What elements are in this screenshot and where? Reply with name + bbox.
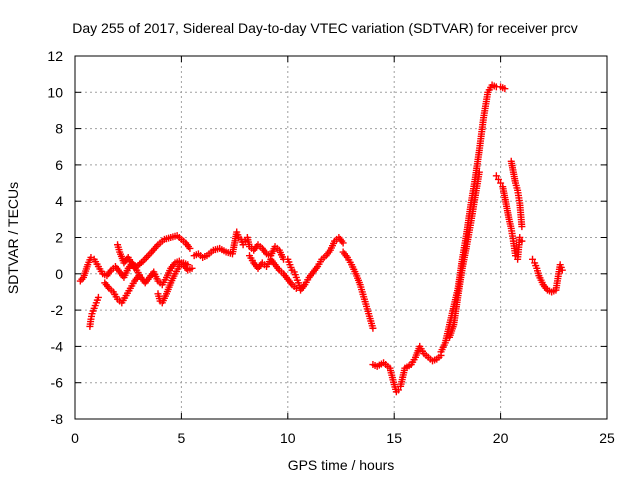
data-point — [239, 241, 247, 249]
data-point — [518, 223, 526, 231]
series-mid-upper — [114, 232, 194, 272]
data-point — [184, 261, 192, 269]
data-point — [501, 85, 509, 93]
data-point — [94, 293, 102, 301]
y-tick-label: 0 — [55, 266, 63, 282]
x-tick-label: 5 — [178, 430, 186, 446]
chart-title: Day 255 of 2017, Sidereal Day-to-day VTE… — [72, 20, 578, 36]
data-point — [186, 244, 194, 252]
data-point — [135, 272, 143, 280]
y-tick-label: -6 — [51, 375, 64, 391]
x-tick-label: 10 — [280, 430, 296, 446]
x-tick-label: 0 — [71, 430, 79, 446]
series-ten-hour-cluster — [284, 234, 347, 294]
y-tick-label: -2 — [51, 302, 64, 318]
data-point — [558, 266, 566, 274]
series-rise-lower — [446, 168, 483, 341]
series-trough — [369, 342, 445, 396]
series-plateau — [190, 228, 288, 263]
y-tick-label: -4 — [51, 338, 64, 354]
data-point — [369, 324, 377, 332]
y-tick-label: 4 — [55, 193, 63, 209]
series-plateau-lower — [245, 252, 300, 292]
data-point — [497, 179, 505, 187]
y-axis-label: SDTVAR / TECUs — [5, 182, 21, 294]
series-early-dip — [86, 293, 102, 330]
data-point — [188, 264, 196, 272]
data-point — [494, 175, 502, 183]
y-tick-label: 6 — [55, 157, 63, 173]
y-tick-label: -8 — [51, 411, 64, 427]
data-point — [475, 168, 483, 176]
x-tick-label: 25 — [599, 430, 615, 446]
data-marks — [76, 81, 566, 396]
data-point — [518, 237, 526, 245]
series-early-swing — [101, 272, 143, 307]
data-point — [529, 255, 537, 263]
axis-ticks: 0 5 10 15 20 25 -8 -6 -4 -2 0 2 4 6 8 10 12 — [47, 48, 615, 446]
y-tick-label: 10 — [47, 84, 63, 100]
series-tail — [529, 255, 566, 296]
series-twelve-decline — [339, 248, 377, 332]
y-tick-label: 2 — [55, 230, 63, 246]
series-post-peak — [492, 172, 526, 263]
x-axis-label: GPS time / hours — [288, 457, 395, 473]
x-tick-label: 15 — [386, 430, 402, 446]
data-point — [516, 234, 524, 241]
y-tick-label: 12 — [47, 48, 63, 64]
data-point — [339, 239, 347, 247]
series-mid-dip — [154, 259, 192, 307]
data-point — [492, 172, 500, 180]
y-tick-label: 8 — [55, 121, 63, 137]
x-tick-label: 20 — [493, 430, 509, 446]
data-point — [394, 386, 402, 394]
series-secondary-peak — [507, 157, 526, 231]
